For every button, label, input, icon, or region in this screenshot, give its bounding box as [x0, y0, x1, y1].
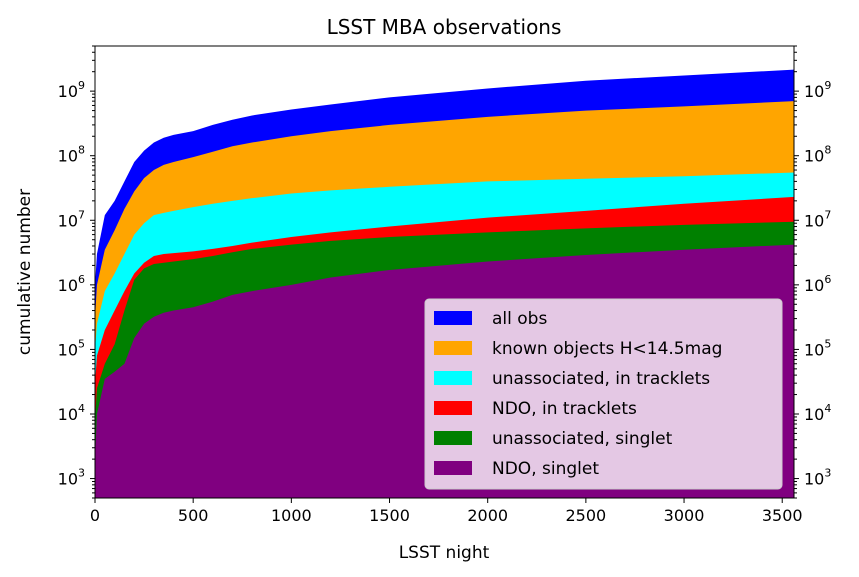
legend-label: all obs [492, 309, 547, 329]
x-tick-label: 2000 [467, 506, 508, 525]
legend-label: unassociated, singlet [492, 429, 673, 449]
y-tick-label-left: 107 [58, 208, 85, 230]
legend-label: known objects H<14.5mag [492, 339, 722, 359]
y-tick-label-left: 103 [58, 467, 85, 489]
legend-label: unassociated, in tracklets [492, 369, 710, 389]
x-tick-label: 1000 [271, 506, 312, 525]
x-tick-label: 1500 [369, 506, 410, 525]
y-tick-label-left: 105 [58, 337, 85, 359]
y-tick-label-right: 109 [804, 79, 831, 101]
legend-swatch [434, 341, 472, 355]
x-tick-label: 3000 [664, 506, 705, 525]
x-tick-label: 3500 [762, 506, 803, 525]
y-tick-label-right: 104 [804, 402, 831, 424]
x-tick-label: 500 [178, 506, 209, 525]
y-tick-label-right: 107 [804, 208, 831, 230]
plot-frame [94, 45, 795, 499]
x-tick-label: 0 [90, 506, 100, 525]
y-tick-label-left: 108 [58, 144, 85, 166]
legend-swatch [434, 461, 472, 475]
legend-label: NDO, singlet [492, 459, 599, 479]
legend-swatch [434, 431, 472, 445]
legend: all obs known objects H<14.5mag unassociat… [424, 298, 783, 490]
y-tick-label-right: 106 [804, 273, 831, 295]
y-tick-label-left: 106 [58, 273, 85, 295]
legend-box [424, 298, 783, 490]
legend-swatch [434, 311, 472, 325]
legend-swatch [434, 401, 472, 415]
y-tick-label-left: 109 [58, 79, 85, 101]
x-axis-label: LSST night [399, 543, 490, 563]
chart-title: LSST MBA observations [327, 15, 562, 39]
y-tick-label-right: 108 [804, 144, 831, 166]
y-tick-label-right: 105 [804, 337, 831, 359]
legend-label: NDO, in tracklets [492, 399, 637, 419]
y-axis-label: cumulative number [15, 189, 35, 355]
x-tick-label: 2500 [566, 506, 607, 525]
y-tick-label-left: 104 [58, 402, 85, 424]
y-tick-label-right: 103 [804, 467, 831, 489]
legend-swatch [434, 371, 472, 385]
